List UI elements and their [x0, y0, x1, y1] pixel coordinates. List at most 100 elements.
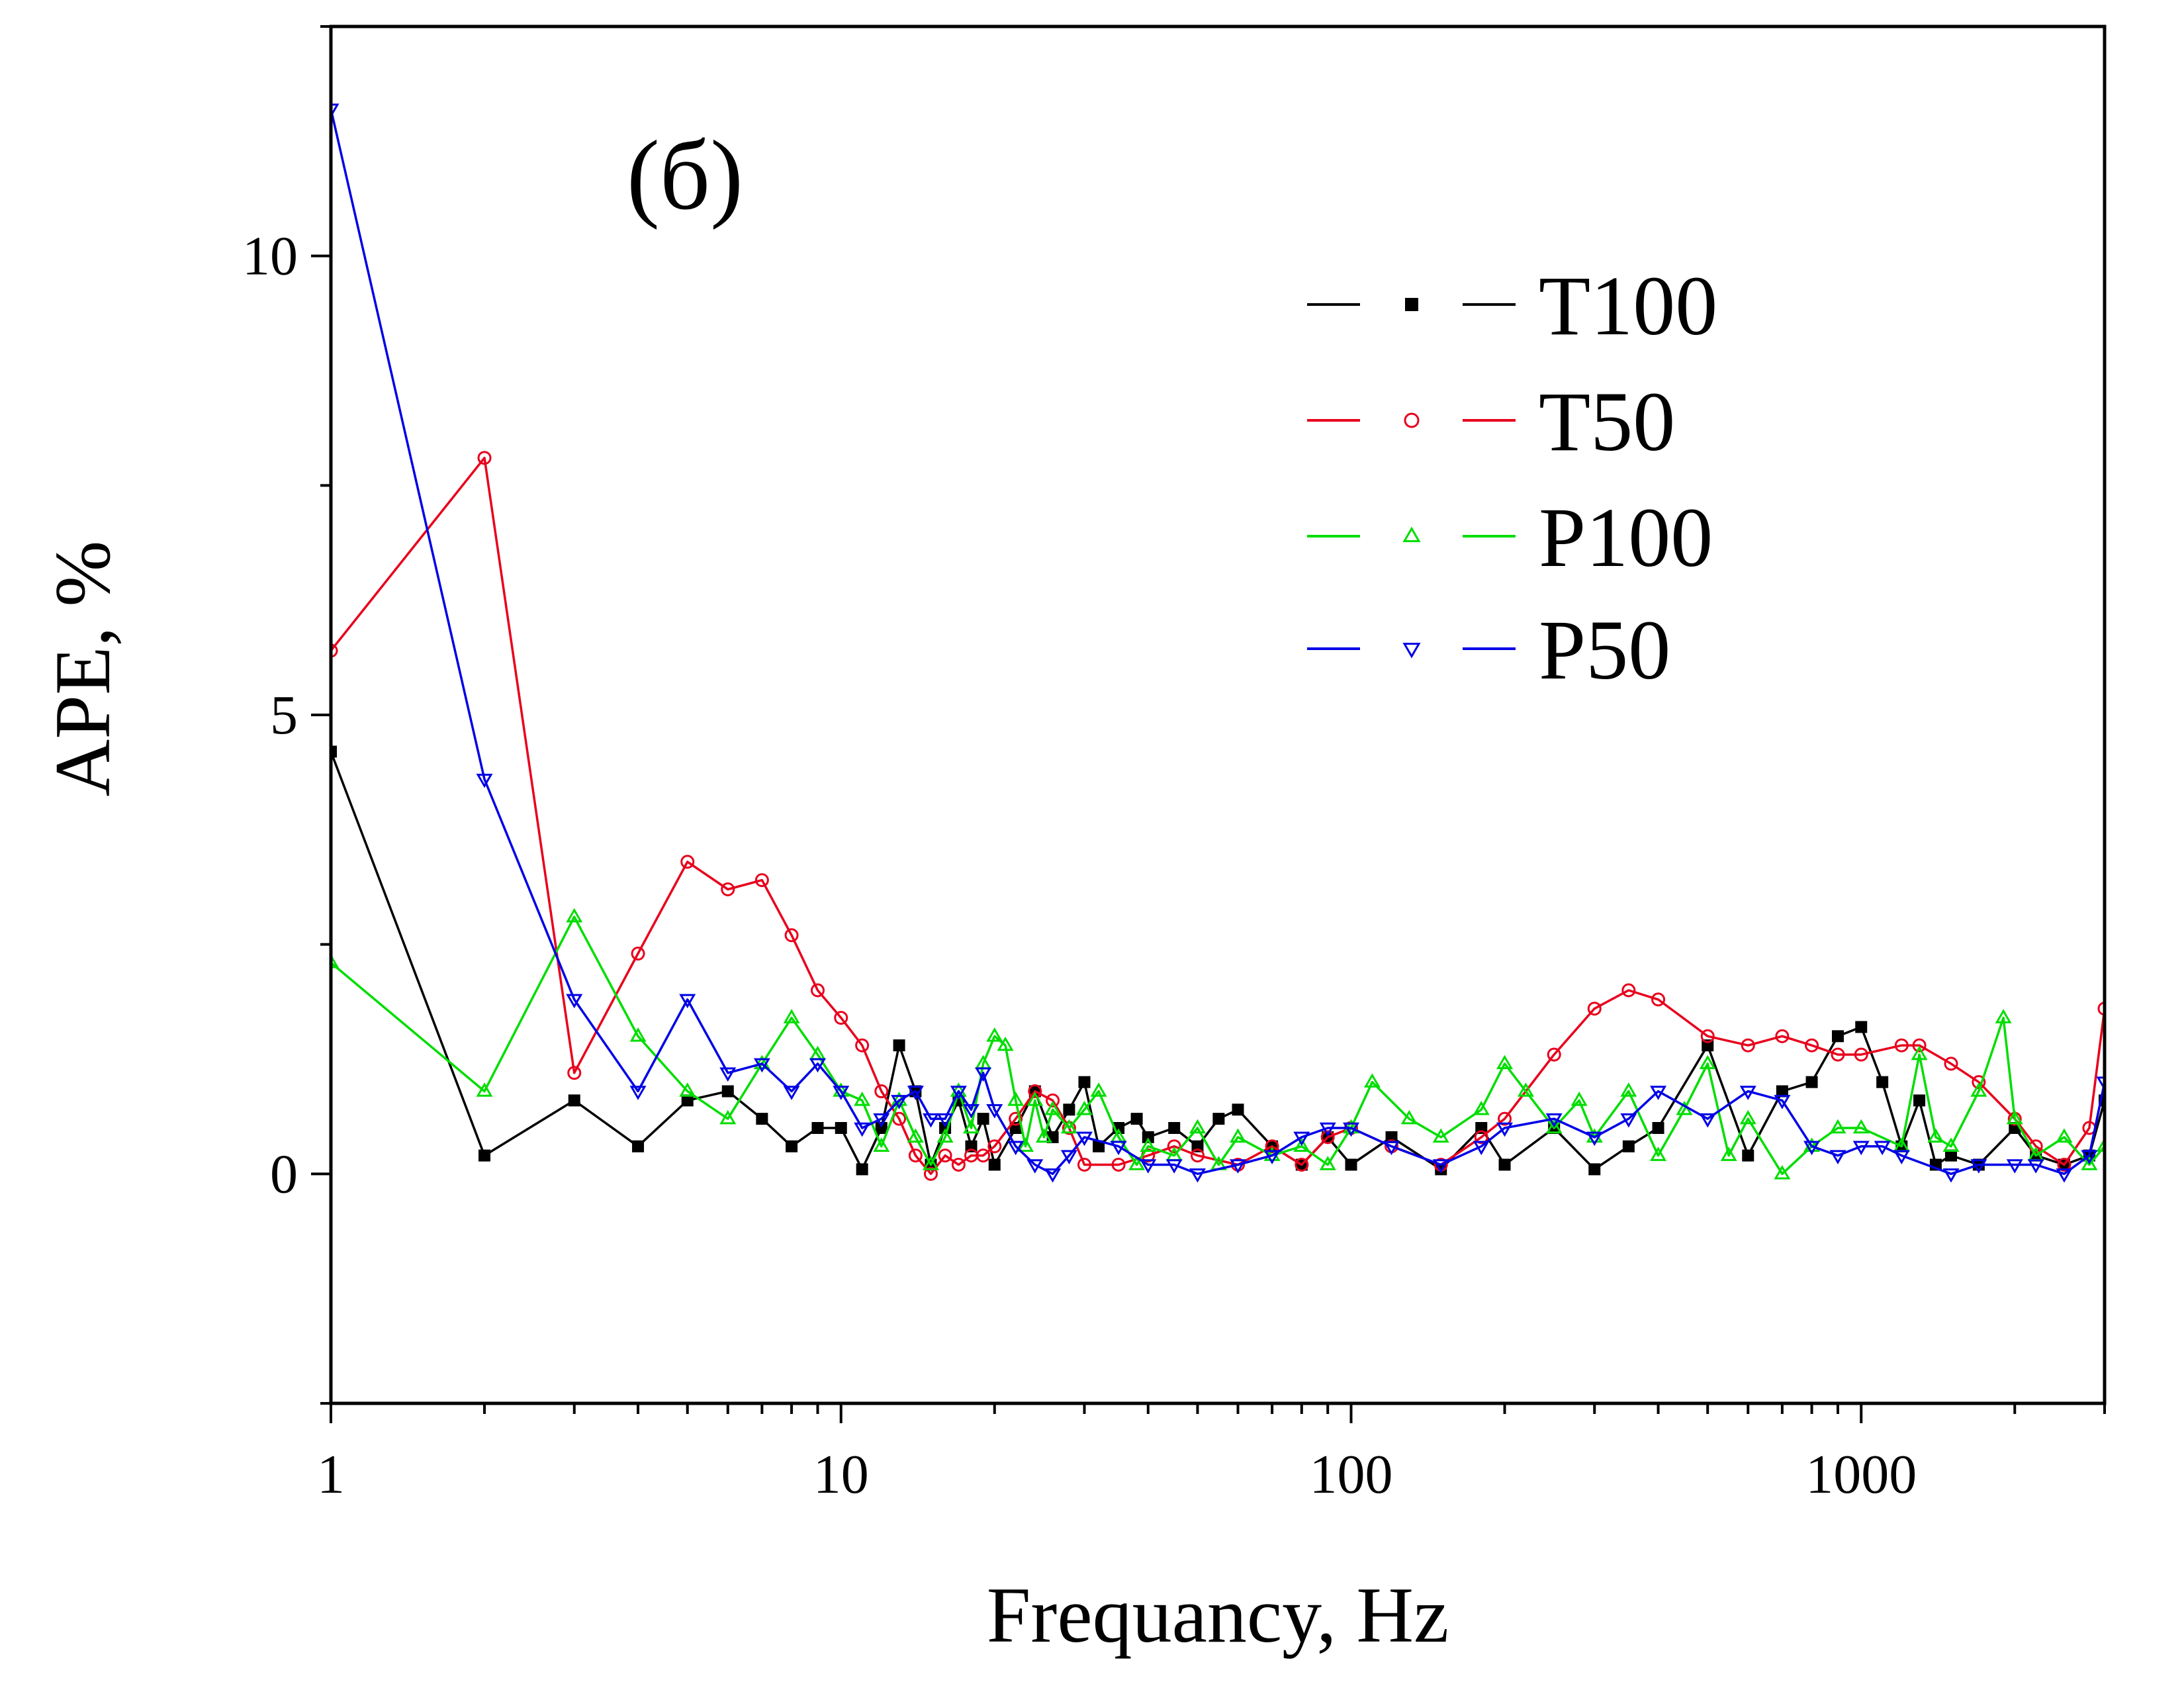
data-point-p50 — [1165, 1159, 1183, 1174]
data-point-p100 — [833, 1082, 850, 1097]
series-p50 — [331, 103, 2105, 1183]
data-point-t50 — [1894, 1038, 1909, 1053]
data-point-t100 — [331, 745, 337, 758]
data-point-p100 — [922, 1156, 939, 1170]
data-point-t50 — [1009, 1111, 1023, 1126]
data-point-t50 — [1651, 992, 1666, 1007]
data-point-p50 — [907, 1086, 924, 1100]
data-point-t100 — [478, 1149, 491, 1162]
data-point-p50 — [1829, 1150, 1846, 1164]
data-point-p50 — [476, 773, 493, 788]
data-point-t50 — [938, 1149, 952, 1163]
data-point-t50 — [1077, 1157, 1091, 1172]
data-point-t50 — [331, 643, 338, 658]
data-point-p50 — [1739, 1086, 1756, 1100]
data-point-t50 — [721, 882, 735, 896]
data-point-t100 — [1142, 1131, 1154, 1143]
data-point-p50 — [1852, 1141, 1870, 1156]
data-point-p100 — [1128, 1156, 1146, 1170]
data-point-p50 — [809, 1058, 826, 1073]
data-point-p100 — [1774, 1164, 1791, 1180]
data-point-p50 — [1496, 1122, 1514, 1137]
data-point-t100 — [1078, 1076, 1091, 1088]
data-point-p100 — [1140, 1137, 1157, 1152]
legend-item-t100: T100 — [1307, 259, 1717, 353]
data-point-p100 — [950, 1082, 967, 1097]
data-point-p50 — [331, 103, 340, 118]
data-point-p50 — [1060, 1150, 1077, 1164]
data-point-p100 — [986, 1027, 1003, 1042]
data-point-p100 — [1545, 1119, 1563, 1134]
data-point-t100 — [786, 1140, 798, 1152]
data-point-t100 — [1944, 1149, 1957, 1162]
data-point-p100 — [854, 1092, 871, 1106]
y-tick-label: 0 — [270, 1143, 298, 1205]
data-point-p50 — [1140, 1159, 1157, 1174]
data-point-t50 — [2057, 1157, 2071, 1172]
data-point-p50 — [1545, 1113, 1563, 1128]
data-point-p50 — [629, 1086, 647, 1100]
series-p100 — [331, 908, 2105, 1180]
data-point-t50 — [987, 1139, 1002, 1154]
data-point-p100 — [1517, 1082, 1534, 1097]
data-point-p50 — [986, 1104, 1003, 1119]
data-point-t50 — [477, 451, 492, 465]
data-point-t100 — [1652, 1122, 1664, 1134]
data-point-t100 — [856, 1163, 868, 1176]
legend-marker — [1404, 412, 1420, 428]
data-point-p100 — [1803, 1137, 1821, 1152]
data-point-t50 — [874, 1084, 889, 1099]
series-line-t100 — [331, 751, 2105, 1171]
data-point-p100 — [936, 1128, 954, 1143]
legend-item-t50: T50 — [1307, 375, 1675, 469]
data-point-p100 — [1044, 1100, 1062, 1115]
data-point-p100 — [566, 908, 583, 923]
data-point-p100 — [907, 1128, 924, 1143]
legend-label: T100 — [1539, 259, 1717, 353]
series-line-t50 — [331, 456, 2105, 1176]
x-tick-label: 10 — [813, 1444, 869, 1505]
data-point-p50 — [1942, 1168, 1960, 1183]
y-tick-label: 5 — [270, 684, 298, 746]
data-point-t50 — [1621, 983, 1636, 998]
series-line-p50 — [331, 109, 2105, 1176]
data-point-p50 — [891, 1095, 908, 1109]
data-point-p50 — [1893, 1150, 1910, 1164]
data-point-t50 — [1190, 1149, 1205, 1163]
data-point-p100 — [1060, 1119, 1077, 1134]
y-tick-label: 10 — [242, 226, 298, 287]
y-axis-title: APE, % — [38, 541, 126, 797]
data-point-t50 — [2097, 1002, 2105, 1016]
data-point-p50 — [1586, 1131, 1603, 1147]
data-point-p100 — [2096, 1137, 2105, 1152]
data-point-t50 — [1831, 1047, 1845, 1062]
data-point-p50 — [719, 1067, 737, 1082]
series-t50 — [331, 451, 2105, 1181]
data-point-p100 — [1075, 1100, 1093, 1115]
data-point-p50 — [1699, 1113, 1716, 1128]
axis-layer: 1 10 100 1000 0 5 10 — [242, 25, 2106, 1505]
data-point-t100 — [893, 1039, 905, 1052]
series-line-p100 — [331, 915, 2105, 1176]
data-point-t50 — [1028, 1084, 1042, 1099]
data-point-t50 — [834, 1011, 848, 1025]
data-point-t100 — [1232, 1103, 1244, 1116]
data-point-p100 — [1970, 1082, 1987, 1097]
data-point-p100 — [1473, 1100, 1490, 1115]
data-point-p100 — [629, 1027, 647, 1042]
series-t100 — [331, 745, 2105, 1176]
data-point-t100 — [835, 1122, 847, 1134]
data-point-t50 — [1741, 1038, 1755, 1053]
data-point-p50 — [873, 1113, 890, 1128]
data-point-t100 — [721, 1085, 734, 1098]
data-point-p100 — [1570, 1092, 1588, 1106]
data-point-t100 — [1130, 1113, 1143, 1125]
data-point-t100 — [988, 1158, 1001, 1171]
data-point-t50 — [1700, 1029, 1715, 1043]
data-point-t100 — [1622, 1140, 1635, 1152]
data-point-p50 — [783, 1086, 800, 1100]
data-point-t50 — [976, 1149, 991, 1163]
data-point-t50 — [923, 1166, 938, 1181]
legend: T100 T50 P100 P50 — [1307, 259, 1717, 697]
